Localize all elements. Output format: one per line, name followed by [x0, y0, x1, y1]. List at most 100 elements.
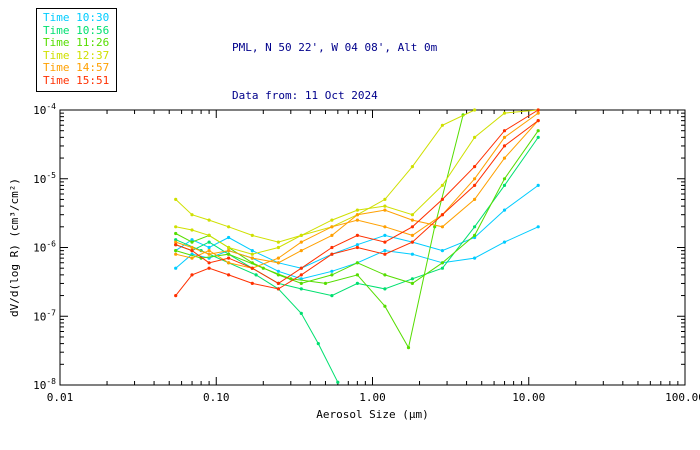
- data-point: [227, 249, 231, 253]
- data-point: [227, 235, 231, 240]
- data-point: [355, 273, 359, 277]
- data-point: [299, 273, 303, 277]
- data-point: [440, 123, 444, 127]
- data-point: [174, 266, 178, 270]
- data-point: [227, 225, 231, 229]
- data-point: [190, 249, 194, 253]
- data-point: [355, 243, 359, 247]
- data-point: [355, 261, 359, 265]
- data-point: [502, 156, 507, 160]
- data-point: [433, 225, 437, 229]
- data-point: [174, 294, 178, 298]
- x-axis-title: Aerosol Size (μm): [316, 408, 429, 421]
- series-14:57: [174, 119, 540, 265]
- data-point: [174, 197, 178, 201]
- data-point: [276, 287, 280, 291]
- data-point: [330, 233, 334, 237]
- data-point: [250, 252, 254, 256]
- data-point: [406, 346, 411, 350]
- data-point: [190, 256, 194, 260]
- data-point: [174, 252, 178, 256]
- data-point: [190, 238, 194, 242]
- data-point: [473, 177, 477, 181]
- legend-item-1056: Time 10:56: [43, 23, 110, 37]
- data-point: [190, 228, 194, 232]
- data-point: [410, 218, 414, 222]
- data-point: [299, 287, 303, 291]
- series-line: [175, 120, 539, 296]
- data-point: [473, 135, 477, 139]
- data-point: [330, 273, 334, 277]
- data-point: [207, 261, 211, 265]
- axis-labels: 0.01 0.10 1.00 10.00 100.00 10-8 10-7 10-6 10-5 1…: [8, 102, 700, 421]
- data-point: [502, 177, 507, 181]
- data-point: [410, 281, 414, 285]
- data-point: [536, 111, 540, 115]
- plot-title-location: PML, N 50 22', W 04 08', Alt 0m: [232, 41, 438, 54]
- data-point: [410, 213, 414, 217]
- data-point: [473, 165, 477, 169]
- data-point: [316, 342, 320, 346]
- data-point: [250, 249, 254, 253]
- series-11:26: [174, 113, 465, 350]
- data-point: [410, 165, 414, 169]
- x-tick-label: 1.00: [359, 391, 386, 404]
- data-point: [440, 261, 444, 265]
- y-tick-label: 10-4: [33, 102, 56, 117]
- data-point: [355, 281, 359, 285]
- legend-item-1126: Time 11:26: [43, 36, 110, 49]
- data-point: [174, 231, 178, 236]
- data-point: [330, 269, 334, 273]
- plot-title-date: Data from: 11 Oct 2024: [232, 89, 378, 102]
- data-point: [276, 269, 280, 273]
- y-tick-label: 10-8: [33, 377, 56, 392]
- series-group: [174, 108, 540, 384]
- data-point: [174, 225, 178, 229]
- data-point: [383, 287, 387, 291]
- data-point: [355, 208, 359, 212]
- data-point: [410, 225, 414, 229]
- y-axis-title: dV/d(log R) (cm³/cm²): [8, 178, 21, 317]
- series-line: [175, 120, 539, 264]
- data-point: [502, 208, 507, 212]
- data-point: [473, 225, 477, 229]
- data-point: [536, 119, 540, 123]
- data-point: [207, 240, 211, 244]
- data-point: [227, 273, 231, 277]
- y-tick-label: 10-6: [33, 240, 56, 255]
- data-point: [323, 281, 328, 285]
- data-point: [383, 252, 387, 256]
- data-point: [250, 233, 254, 237]
- time-legend: Time 10:30 Time 10:56 Time 11:26 Time 12…: [36, 8, 118, 92]
- data-point: [227, 252, 231, 256]
- data-point: [536, 135, 540, 139]
- legend-item-1551: Time 15:51: [43, 73, 110, 87]
- data-point: [502, 135, 507, 139]
- data-point: [190, 240, 194, 244]
- series-line: [175, 137, 539, 297]
- data-point: [440, 266, 444, 270]
- data-point: [207, 218, 211, 222]
- data-point: [502, 240, 507, 244]
- x-tick-label: 10.00: [512, 391, 545, 404]
- data-point: [383, 225, 387, 229]
- data-point: [440, 213, 444, 217]
- data-point: [502, 129, 507, 133]
- plot-title: PML, N 50 22', W 04 08', Alt 0m Data fro…: [232, 8, 437, 136]
- data-point: [410, 277, 414, 281]
- data-point: [473, 197, 477, 201]
- y-tick-label: 10-5: [33, 171, 56, 186]
- data-point: [276, 261, 280, 265]
- data-point: [383, 304, 387, 308]
- data-point: [473, 183, 477, 187]
- data-point: [330, 252, 334, 256]
- data-point: [227, 256, 231, 260]
- data-point: [174, 240, 178, 244]
- data-point: [207, 252, 211, 256]
- data-point: [276, 240, 280, 244]
- data-point: [410, 233, 414, 237]
- data-point: [250, 256, 254, 260]
- data-point: [502, 144, 507, 148]
